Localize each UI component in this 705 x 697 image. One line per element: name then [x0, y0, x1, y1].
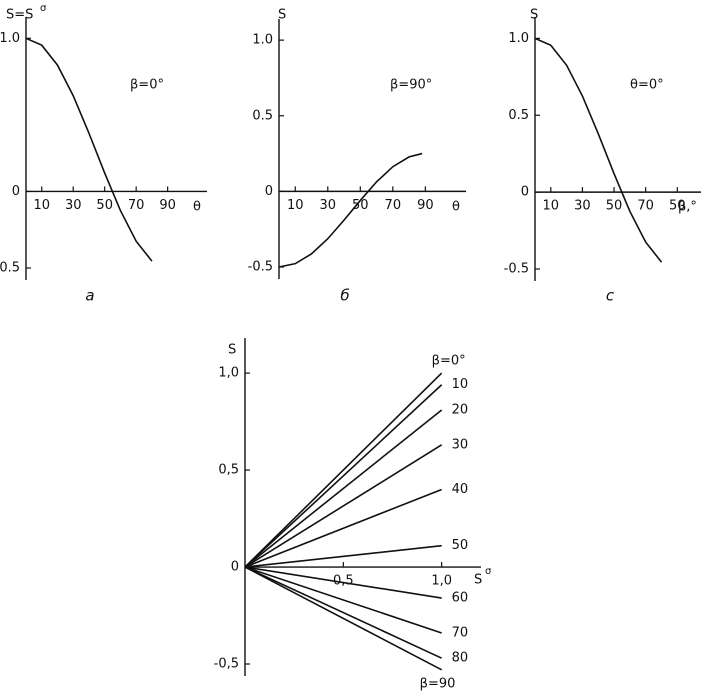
data-line — [244, 566, 443, 659]
series-label: 30 — [452, 437, 469, 452]
y-axis-label: S — [278, 8, 286, 23]
x-axis-label: θ — [193, 200, 201, 215]
annotation: θ=0° — [630, 78, 664, 93]
y-tick-label: -0.5 — [0, 261, 20, 276]
x-tick-label: 0,5 — [333, 574, 354, 589]
y-tick-label: 1,0 — [218, 366, 239, 381]
y-tick-label: 1.0 — [508, 31, 529, 46]
panel-caption: б — [340, 287, 349, 305]
data-line — [244, 409, 443, 568]
y-tick-label: -0.5 — [248, 260, 273, 275]
x-axis-label: θ — [452, 200, 460, 215]
data-line — [278, 152, 423, 268]
panel-caption: c — [606, 287, 615, 305]
x-tick-label: 50 — [669, 199, 686, 214]
x-tick-label: 70 — [637, 199, 654, 214]
x-tick-label: 50 — [96, 198, 113, 213]
x-tick-label: 30 — [574, 199, 591, 214]
y-axis-label-superscript: σ — [40, 3, 47, 14]
x-tick-label: 90 — [417, 198, 434, 213]
data-line — [244, 544, 442, 568]
data-line — [244, 384, 443, 568]
annotation: β=90° — [390, 78, 432, 93]
data-line — [244, 566, 442, 634]
y-tick-label: -0.5 — [504, 262, 529, 277]
x-tick-label: 30 — [65, 198, 82, 213]
x-tick-label: 70 — [385, 198, 402, 213]
y-tick-label: 0.5 — [508, 108, 529, 123]
series-label: β=0° — [432, 354, 466, 369]
annotation: β=0° — [130, 78, 164, 93]
y-tick-label: 0 — [265, 184, 273, 199]
x-tick-label: 50 — [606, 199, 623, 214]
y-tick-label: 1.0 — [252, 33, 273, 48]
y-tick-label: 0 — [12, 184, 20, 199]
series-label: 60 — [452, 591, 469, 606]
data-line — [244, 444, 443, 568]
y-axis-label: S — [530, 8, 538, 23]
series-label: 80 — [452, 651, 469, 666]
series-label: 20 — [452, 402, 469, 417]
y-tick-label: 1.0 — [0, 31, 20, 46]
x-tick-label: 70 — [128, 198, 145, 213]
y-axis-label: S — [228, 343, 236, 358]
x-axis-label: S — [474, 573, 482, 588]
y-tick-label: 0 — [521, 185, 529, 200]
x-tick-label: 50 — [352, 198, 369, 213]
x-tick-label: 30 — [320, 198, 337, 213]
data-line — [244, 488, 442, 568]
x-tick-label: 10 — [543, 199, 560, 214]
data-line — [244, 566, 442, 599]
series-label: 50 — [452, 538, 469, 553]
y-tick-label: -0,5 — [214, 657, 239, 672]
y-tick-label: 0 — [231, 560, 239, 575]
y-tick-label: 0.5 — [252, 108, 273, 123]
x-tick-label: 1,0 — [431, 574, 452, 589]
x-tick-label: 90 — [159, 198, 176, 213]
x-tick-label: 10 — [33, 198, 50, 213]
x-axis-label: β,° — [678, 200, 697, 215]
data-line — [244, 372, 443, 568]
data-line — [25, 37, 153, 262]
series-label: 10 — [452, 377, 469, 392]
panel-caption: a — [85, 287, 94, 305]
series-label: 70 — [452, 625, 469, 640]
data-line — [244, 566, 443, 671]
x-axis-label-superscript: σ — [485, 566, 492, 577]
y-tick-label: 0,5 — [218, 463, 239, 478]
x-tick-label: 10 — [287, 198, 304, 213]
data-line — [534, 37, 663, 263]
series-label: β=90 — [420, 676, 456, 691]
series-label: 40 — [452, 482, 469, 497]
y-axis-label: S=S — [6, 8, 33, 23]
